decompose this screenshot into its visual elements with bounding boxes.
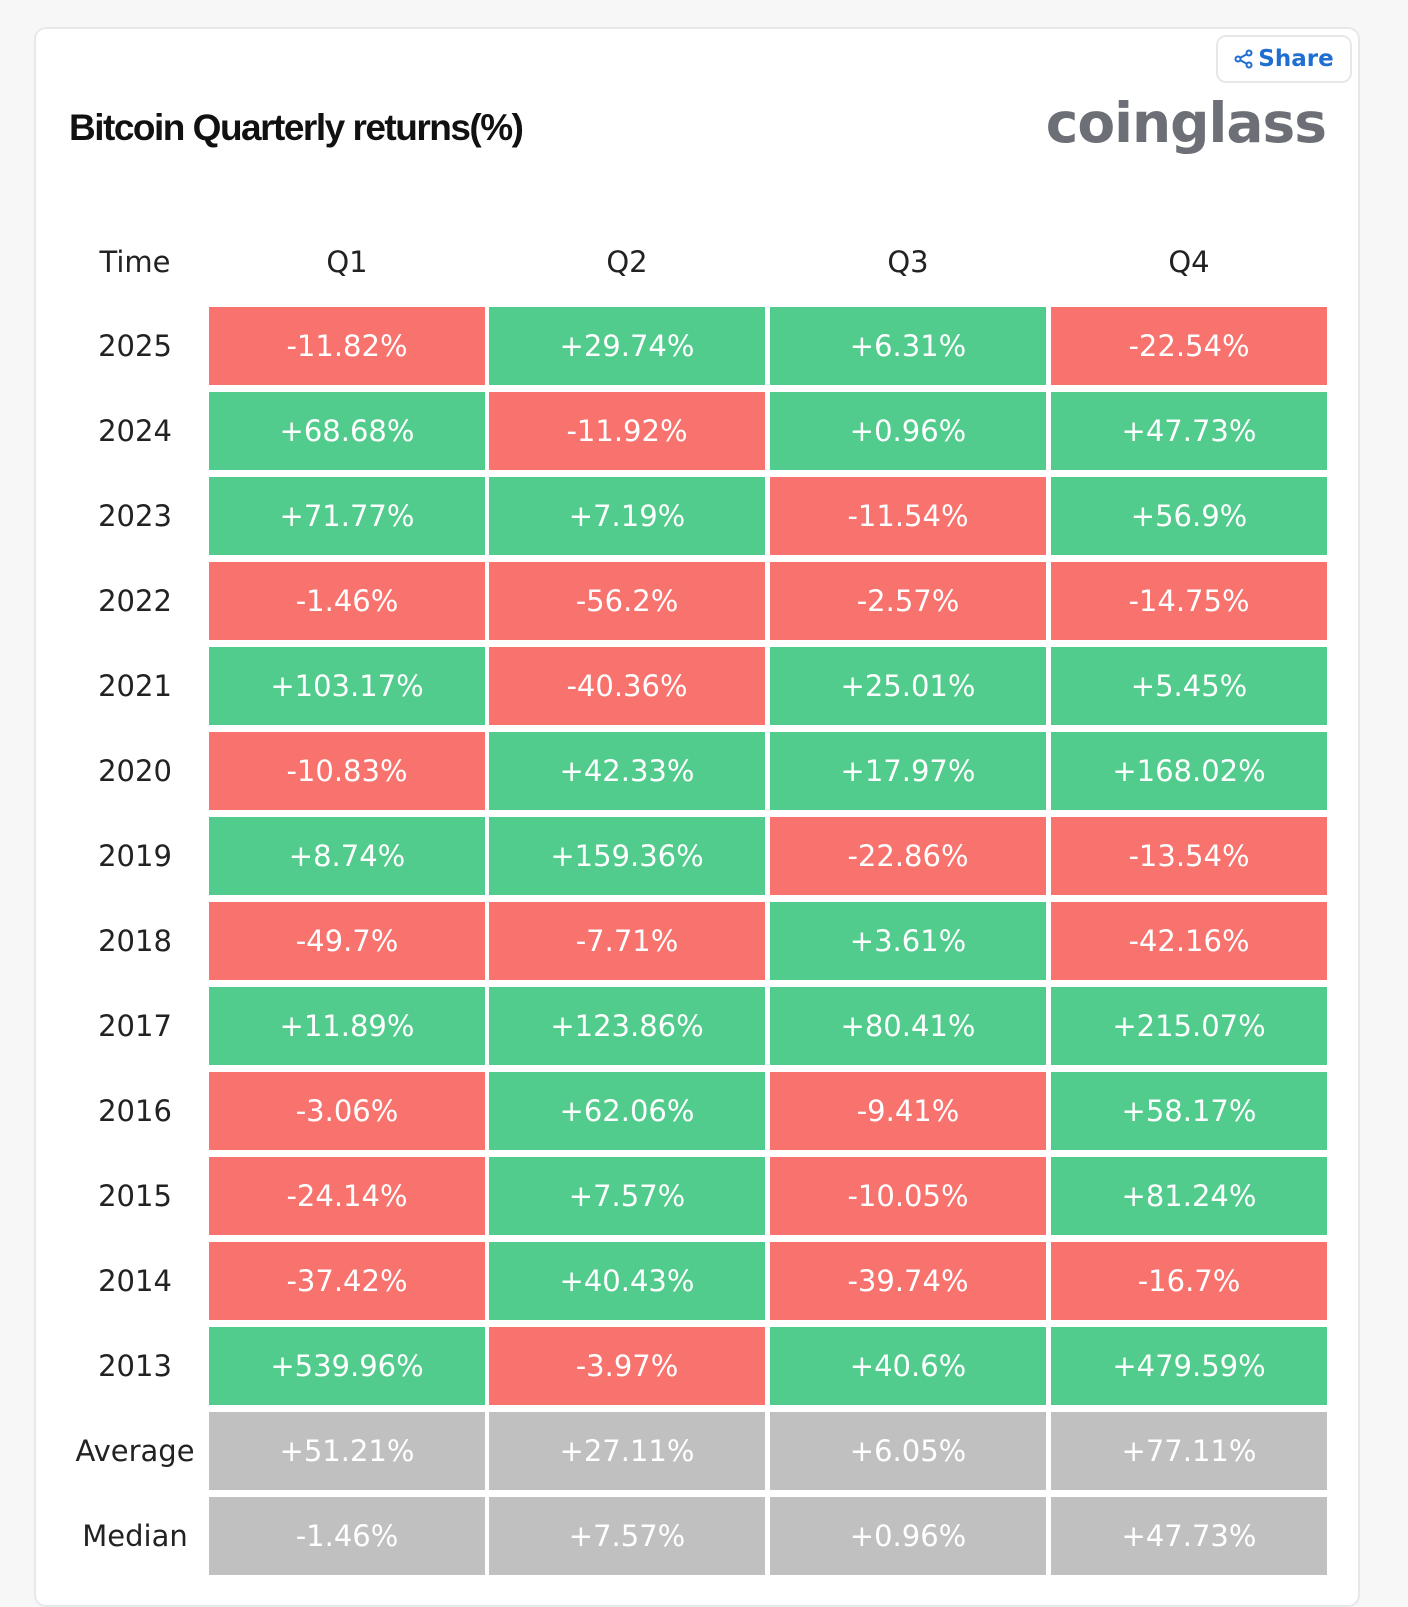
table-cell: +29.74% (489, 307, 765, 385)
column-header-q2: Q2 (606, 245, 648, 279)
table-cell: +51.21% (209, 1412, 485, 1490)
table-cell: -1.46% (209, 1497, 485, 1575)
table-cell: -39.74% (770, 1242, 1046, 1320)
row-label: Median (82, 1519, 188, 1553)
table-cell: -1.46% (209, 562, 485, 640)
table-cell: -10.05% (770, 1157, 1046, 1235)
table-cell: -11.54% (770, 477, 1046, 555)
row-label: 2024 (98, 414, 172, 448)
table-cell: -10.83% (209, 732, 485, 810)
row-label: 2013 (98, 1349, 172, 1383)
row-label: 2021 (98, 669, 172, 703)
table-cell: +56.9% (1051, 477, 1327, 555)
table-cell: +8.74% (209, 817, 485, 895)
table-cell: -37.42% (209, 1242, 485, 1320)
table-cell: +77.11% (1051, 1412, 1327, 1490)
row-label: 2014 (98, 1264, 172, 1298)
table-cell: +3.61% (770, 902, 1046, 980)
table-cell: +0.96% (770, 1497, 1046, 1575)
table-cell: -11.82% (209, 307, 485, 385)
table-cell: +40.6% (770, 1327, 1046, 1405)
row-label: 2023 (98, 499, 172, 533)
table-cell: +215.07% (1051, 987, 1327, 1065)
table-cell: -56.2% (489, 562, 765, 640)
coinglass-logo: coinglass (1045, 91, 1327, 155)
row-label: 2018 (98, 924, 172, 958)
column-header-q1: Q1 (326, 245, 368, 279)
table-cell: +17.97% (770, 732, 1046, 810)
table-cell: -3.06% (209, 1072, 485, 1150)
table-cell: +479.59% (1051, 1327, 1327, 1405)
table-cell: -24.14% (209, 1157, 485, 1235)
returns-card: Share Bitcoin Quarterly returns(%) coing… (34, 27, 1360, 1607)
table-cell: -9.41% (770, 1072, 1046, 1150)
table-cell: +159.36% (489, 817, 765, 895)
page-title: Bitcoin Quarterly returns(%) (69, 107, 524, 148)
table-cell: +168.02% (1051, 732, 1327, 810)
table-cell: +6.31% (770, 307, 1046, 385)
table-cell: -49.7% (209, 902, 485, 980)
column-header-q3: Q3 (887, 245, 929, 279)
share-icon (1234, 49, 1253, 69)
table-cell: -40.36% (489, 647, 765, 725)
table-cell: -11.92% (489, 392, 765, 470)
row-label: 2025 (98, 329, 172, 363)
table-cell: +123.86% (489, 987, 765, 1065)
row-label: 2022 (98, 584, 172, 618)
table-cell: +80.41% (770, 987, 1046, 1065)
table-cell: +0.96% (770, 392, 1046, 470)
table-cell: +62.06% (489, 1072, 765, 1150)
table-cell: +47.73% (1051, 392, 1327, 470)
table-cell: +7.57% (489, 1497, 765, 1575)
table-cell: +81.24% (1051, 1157, 1327, 1235)
table-cell: -3.97% (489, 1327, 765, 1405)
row-label: 2016 (98, 1094, 172, 1128)
table-cell: -22.54% (1051, 307, 1327, 385)
table-cell: -2.57% (770, 562, 1046, 640)
share-button[interactable]: Share (1216, 35, 1352, 83)
table-cell: -14.75% (1051, 562, 1327, 640)
table-cell: -7.71% (489, 902, 765, 980)
table-cell: +71.77% (209, 477, 485, 555)
table-cell: +68.68% (209, 392, 485, 470)
column-header-time: Time (99, 245, 171, 279)
table-cell: +25.01% (770, 647, 1046, 725)
table-cell: +7.19% (489, 477, 765, 555)
table-cell: -13.54% (1051, 817, 1327, 895)
row-label: Average (75, 1434, 195, 1468)
table-cell: +5.45% (1051, 647, 1327, 725)
table-cell: +6.05% (770, 1412, 1046, 1490)
table-cell: +27.11% (489, 1412, 765, 1490)
table-cell: +539.96% (209, 1327, 485, 1405)
table-cell: +58.17% (1051, 1072, 1327, 1150)
row-label: 2017 (98, 1009, 172, 1043)
share-label: Share (1258, 46, 1334, 72)
row-label: 2015 (98, 1179, 172, 1213)
table-cell: +47.73% (1051, 1497, 1327, 1575)
table-cell: +7.57% (489, 1157, 765, 1235)
table-cell: -22.86% (770, 817, 1046, 895)
table-cell: +42.33% (489, 732, 765, 810)
row-label: 2020 (98, 754, 172, 788)
table-cell: +11.89% (209, 987, 485, 1065)
table-cell: +103.17% (209, 647, 485, 725)
table-cell: +40.43% (489, 1242, 765, 1320)
row-label: 2019 (98, 839, 172, 873)
column-header-q4: Q4 (1168, 245, 1210, 279)
table-cell: -42.16% (1051, 902, 1327, 980)
table-cell: -16.7% (1051, 1242, 1327, 1320)
